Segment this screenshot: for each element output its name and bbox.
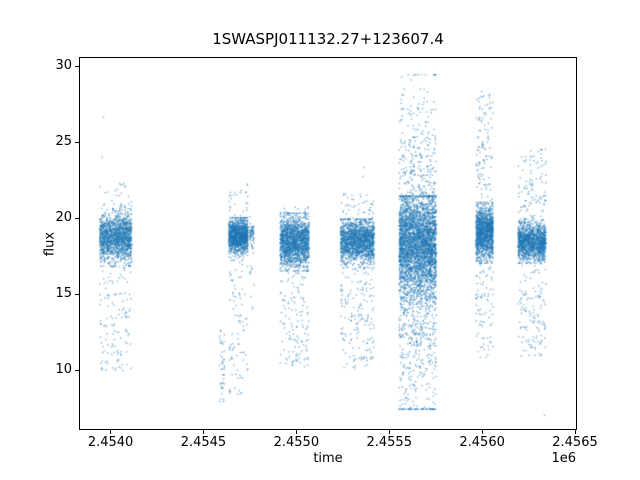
x-axis-label: time — [313, 451, 343, 466]
x-tick-label: 2.4540 — [87, 435, 134, 450]
y-tick-mark — [75, 141, 79, 143]
y-tick-label: 10 — [55, 361, 72, 377]
x-tick-mark — [295, 430, 297, 434]
y-tick-mark — [75, 217, 79, 219]
x-axis-offset-label: 1e6 — [551, 451, 576, 466]
y-axis-label: flux — [42, 231, 58, 257]
x-tick-label: 2.4560 — [459, 435, 505, 450]
y-tick-label: 30 — [55, 57, 72, 73]
y-tick-mark — [75, 369, 79, 371]
x-tick-label: 2.4550 — [273, 435, 320, 450]
x-tick-mark — [388, 430, 390, 434]
x-tick-label: 2.4555 — [366, 435, 412, 450]
y-tick-label: 25 — [55, 133, 72, 149]
x-tick-mark — [110, 430, 112, 434]
y-tick-mark — [75, 293, 79, 295]
x-tick-mark — [574, 430, 576, 434]
plot-area — [79, 57, 577, 430]
scatter-points-canvas — [80, 58, 576, 429]
x-tick-label: 2.4545 — [180, 435, 227, 450]
y-tick-label: 15 — [55, 285, 72, 301]
x-tick-mark — [202, 430, 204, 434]
x-tick-label: 2.4565 — [552, 435, 598, 450]
y-tick-mark — [75, 65, 79, 67]
x-tick-mark — [481, 430, 483, 434]
y-tick-label: 20 — [55, 209, 72, 225]
chart-title: 1SWASPJ011132.27+123607.4 — [212, 30, 444, 48]
